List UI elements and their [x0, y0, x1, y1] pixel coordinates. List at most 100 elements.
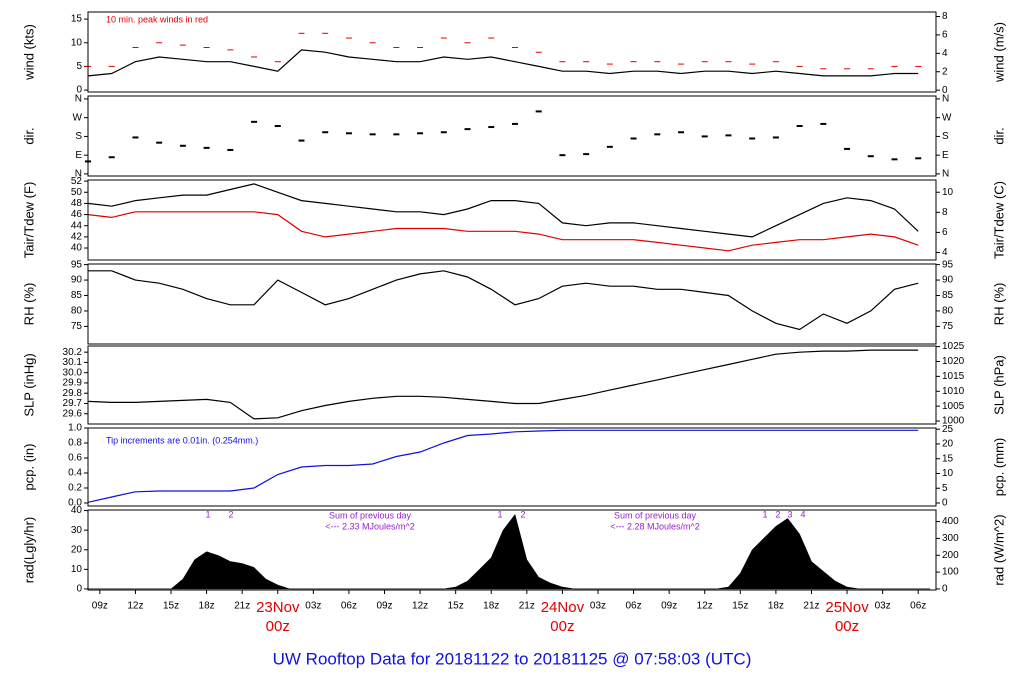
y2-tick-label: N [942, 94, 949, 105]
y-tick-label: 1.0 [68, 423, 82, 434]
y-tick-label: 0 [76, 584, 82, 595]
x-tick-label: 06z [626, 601, 642, 612]
y-tick-label: 0.6 [68, 453, 82, 464]
annotation: Tip increments are 0.01in. (0.254mm.) [106, 435, 258, 445]
y-tick-label: 29.9 [63, 378, 83, 389]
y2-tick-label: 4 [942, 48, 948, 59]
y2-tick-label: 1025 [942, 341, 965, 352]
chart-title: UW Rooftop Data for 20181122 to 20181125… [273, 649, 752, 668]
y-tick-label: 90 [71, 275, 83, 286]
line [87, 183, 919, 238]
y2-tick-label: 75 [942, 321, 954, 332]
y-tick-label: 44 [71, 220, 83, 231]
panel-frame [87, 11, 937, 93]
y2-tick-label: 15 [942, 453, 954, 464]
annotation: 3 [787, 509, 792, 519]
y-tick-label: 0.8 [68, 438, 82, 449]
x-tick-label: 00z [266, 618, 290, 635]
panel-frame [87, 427, 937, 507]
y2-tick-label: 8 [942, 11, 948, 22]
y-tick-label: 10 [71, 37, 83, 48]
y-axis-label: SLP (inHg) [21, 353, 36, 416]
x-tick-label: 09z [661, 601, 677, 612]
y-axis-label: rad(Lgly/hr) [21, 517, 36, 583]
y-tick-label: 30.1 [63, 357, 83, 368]
panel-frame [87, 179, 937, 261]
y2-tick-label: 300 [942, 533, 959, 544]
x-tick-label: 09z [376, 601, 392, 612]
y-tick-label: 20 [71, 544, 83, 555]
y-tick-label: 40 [71, 243, 83, 254]
y-tick-label: 0.0 [68, 498, 82, 509]
y-axis-label: wind (kts) [21, 24, 36, 81]
y2-tick-label: 10 [942, 187, 954, 198]
y-tick-label: 10 [71, 564, 83, 575]
x-day-label: 24Nov [541, 599, 585, 616]
x-tick-label: 21z [803, 601, 819, 612]
x-tick-label: 06z [910, 601, 926, 612]
y2-axis-label: RH (%) [991, 283, 1006, 326]
y2-tick-label: 0 [942, 85, 948, 96]
annotation: <--- 2.28 MJoules/m^2 [610, 521, 700, 531]
line [87, 49, 919, 77]
y2-tick-label: 400 [942, 516, 959, 527]
annotation: Sum of previous day [614, 510, 697, 520]
y-axis-label: dir. [21, 127, 36, 144]
y-tick-label: 42 [71, 232, 83, 243]
x-tick-label: 18z [483, 601, 499, 612]
y2-tick-label: 1020 [942, 356, 965, 367]
y-tick-label: 48 [71, 198, 83, 209]
y2-tick-label: 6 [942, 30, 948, 41]
y2-axis-label: dir. [991, 127, 1006, 144]
y2-tick-label: 4 [942, 247, 948, 258]
y-tick-label: 50 [71, 187, 83, 198]
x-tick-label: 21z [519, 601, 535, 612]
annotation: 2 [775, 509, 780, 519]
area [87, 513, 931, 590]
y-tick-label: 52 [71, 176, 83, 187]
x-tick-label: 21z [234, 601, 250, 612]
x-tick-label: 00z [835, 618, 859, 635]
y2-tick-label: 10 [942, 468, 954, 479]
x-day-label: 25Nov [825, 599, 869, 616]
panel-frame [87, 95, 937, 177]
annotation: 1 [762, 509, 767, 519]
y2-tick-label: E [942, 150, 949, 161]
y-tick-label: 80 [71, 306, 83, 317]
annotation: <--- 2.33 MJoules/m^2 [325, 521, 415, 531]
y-tick-label: 46 [71, 209, 83, 220]
panel-frame [87, 345, 937, 425]
x-tick-label: 15z [163, 601, 179, 612]
y-tick-label: 30 [71, 525, 83, 536]
x-tick-label: 03z [875, 601, 891, 612]
y-tick-label: 30.0 [63, 367, 83, 378]
x-tick-label: 18z [199, 601, 215, 612]
y2-tick-label: 0 [942, 498, 948, 509]
y-tick-label: 5 [76, 61, 82, 72]
y2-tick-label: 200 [942, 550, 959, 561]
y2-tick-label: 100 [942, 567, 959, 578]
y2-tick-label: 90 [942, 275, 954, 286]
x-tick-label: 15z [732, 601, 748, 612]
y2-tick-label: 1000 [942, 416, 965, 427]
y-tick-label: 75 [71, 321, 83, 332]
y2-tick-label: 1005 [942, 401, 965, 412]
y2-tick-label: 1015 [942, 371, 965, 382]
y-axis-label: RH (%) [21, 283, 36, 326]
panel-frame [87, 263, 937, 345]
annotation: 1 [497, 509, 502, 519]
x-tick-label: 06z [341, 601, 357, 612]
y-tick-label: N [75, 94, 82, 105]
y2-tick-label: 25 [942, 424, 954, 435]
annotation: Sum of previous day [329, 510, 412, 520]
x-day-label: 23Nov [256, 599, 300, 616]
annotation: 1 [205, 509, 210, 519]
y-tick-label: 85 [71, 290, 83, 301]
y2-axis-label: rad (W/m^2) [991, 514, 1006, 585]
y2-tick-label: 5 [942, 483, 948, 494]
y2-axis-label: Tair/Tdew (C) [991, 181, 1006, 259]
y2-tick-label: 1010 [942, 386, 965, 397]
y-tick-label: S [75, 131, 82, 142]
y-tick-label: 95 [71, 259, 83, 270]
